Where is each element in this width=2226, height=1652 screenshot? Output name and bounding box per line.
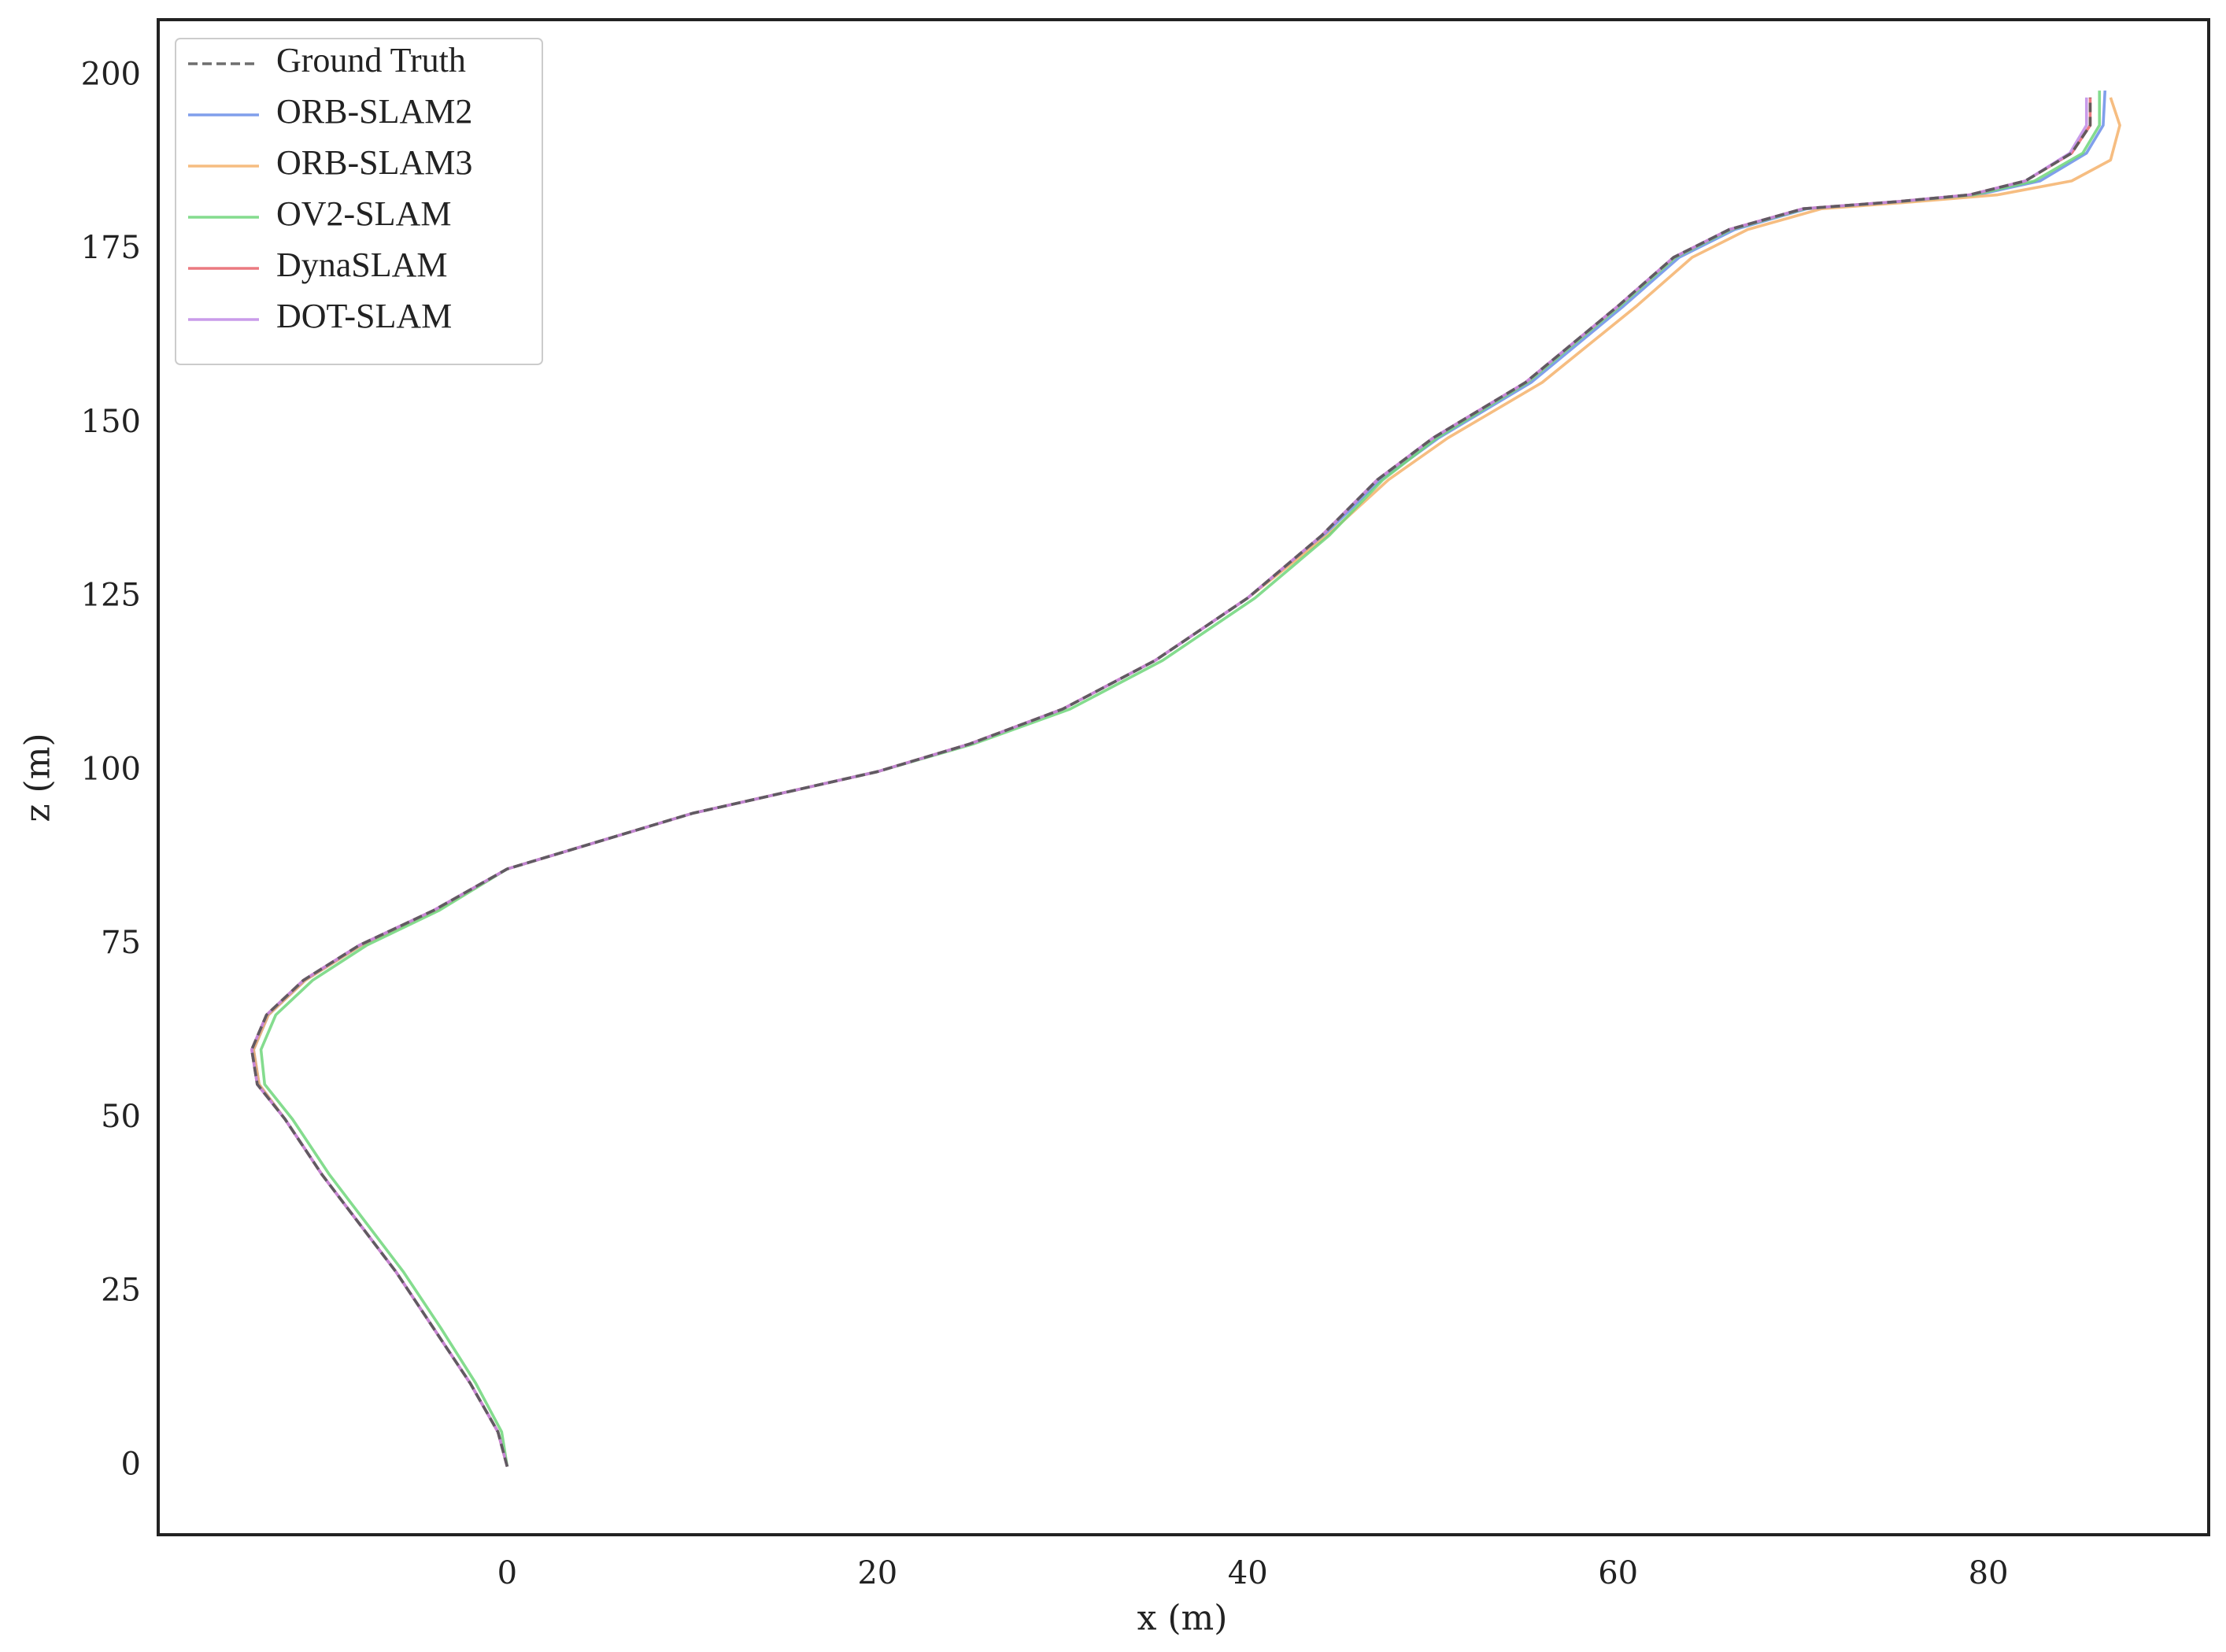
y-axis-label: z (m) <box>18 733 58 822</box>
y-tick-label: 25 <box>101 1273 141 1309</box>
y-tick-label: 75 <box>101 925 141 961</box>
legend-label: DynaSLAM <box>276 246 448 284</box>
legend-label: OV2-SLAM <box>276 194 451 233</box>
plot-frame <box>157 18 2210 1536</box>
y-tick-label: 175 <box>81 230 141 266</box>
x-tick-label: 80 <box>1969 1555 2009 1591</box>
legend-label: DOT-SLAM <box>276 297 452 335</box>
x-tick-label: 40 <box>1228 1555 1268 1591</box>
y-tick-label: 200 <box>81 56 141 92</box>
x-tick-label: 0 <box>497 1555 517 1591</box>
legend-label: ORB-SLAM3 <box>276 143 472 182</box>
legend-label: ORB-SLAM2 <box>276 92 472 131</box>
y-tick-label: 100 <box>81 751 141 787</box>
x-tick-label: 60 <box>1598 1555 1638 1591</box>
y-tick-label: 50 <box>101 1099 141 1135</box>
y-tick-label: 150 <box>81 404 141 440</box>
y-tick-label: 0 <box>121 1446 141 1482</box>
x-tick-label: 20 <box>857 1555 897 1591</box>
x-axis-label: x (m) <box>1137 1598 1228 1639</box>
y-tick-label: 125 <box>81 578 141 614</box>
legend-box <box>175 38 543 365</box>
legend-label: Ground Truth <box>276 41 466 79</box>
trajectory-line <box>250 97 2092 1467</box>
